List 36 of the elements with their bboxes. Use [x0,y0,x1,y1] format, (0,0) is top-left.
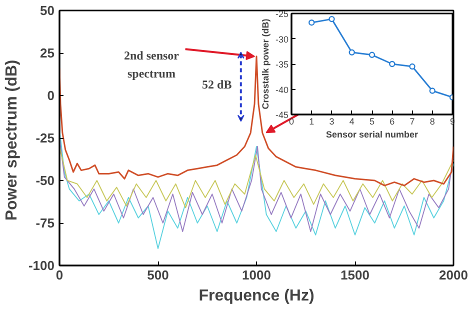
y-tick-label: -50 [36,173,55,188]
x-tick-label: 7 [410,116,415,126]
y-tick-label: 50 [40,3,55,18]
point [389,60,396,68]
point [368,52,376,58]
y-axis-title: Crosstalk power (dB) [260,18,270,110]
y-tick-label: -75 [36,216,55,230]
point [409,63,416,70]
x-tick-label: 8 [430,116,435,126]
point [348,49,355,56]
x-tick-label: 1 [309,116,314,126]
x-tick-label: 1500 [340,268,370,282]
x-tick-label: 500 [147,268,169,282]
y-tick-label: -100 [28,258,55,273]
point [308,19,315,26]
x-tick-label: 2000 [439,268,468,282]
x-tick-label: 3 [329,116,334,126]
x-axis-title: Frequence (Hz) [198,288,314,304]
y-tick-label: -45 [275,110,289,120]
x-tick-label: 1000 [242,268,271,282]
y-axis-title: Power spectrum (dB) [3,60,20,221]
y-tick-label: -25 [275,9,289,19]
y-tick-label: -35 [275,60,289,70]
point [429,88,436,94]
point [328,16,335,22]
x-tick-label: 4 [349,116,354,126]
x-axis-title: Sensor serial number [326,130,419,140]
annotation: 52 dB [202,77,232,92]
y-tick-label: -30 [275,34,289,44]
y-tick-label: 25 [40,46,55,60]
y-tick-label: -40 [275,84,289,95]
y-tick-label: -25 [36,130,55,146]
y-tick-label: 0 [47,88,55,103]
annotation: 2nd sensor spectrum [124,48,180,80]
x-tick-label: 5 [369,116,375,126]
x-tick-label: 6 [390,116,395,126]
